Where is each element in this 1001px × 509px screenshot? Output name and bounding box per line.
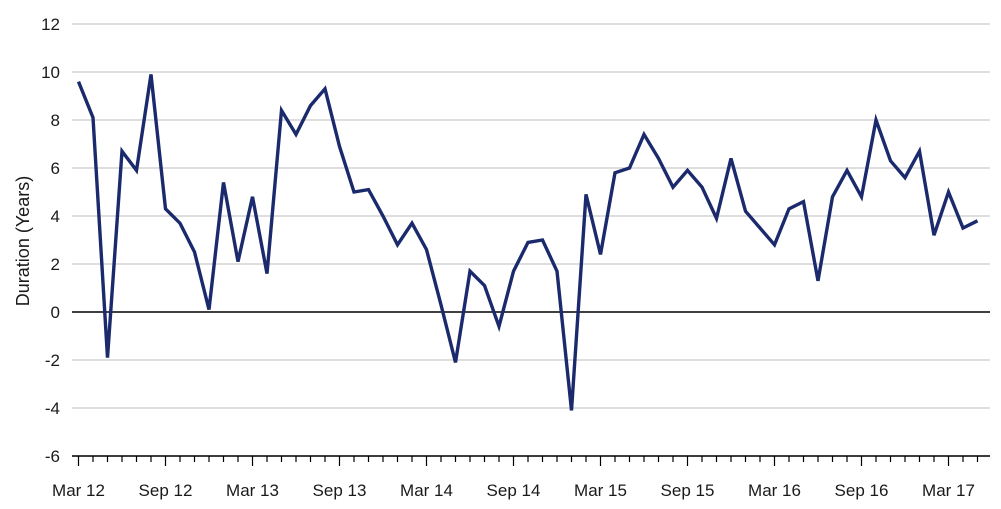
gridlines xyxy=(72,23,990,457)
y-tick-label: 8 xyxy=(51,111,60,130)
x-tick-label: Mar 14 xyxy=(400,481,453,500)
x-axis: Mar 12 Sep 12 Mar 13 Sep 13 Mar 14 Sep 14 Mar … xyxy=(52,455,990,500)
x-tick-label: Mar 15 xyxy=(574,481,627,500)
y-tick-label: 6 xyxy=(51,159,60,178)
x-tick-label: Mar 13 xyxy=(226,481,279,500)
y-tick-label: 2 xyxy=(51,255,60,274)
y-tick-label: 12 xyxy=(41,15,60,34)
x-tick-label: Mar 12 xyxy=(52,481,105,500)
y-tick-label: 10 xyxy=(41,63,60,82)
y-axis-title: Duration (Years) xyxy=(13,176,33,306)
y-tick-label: -2 xyxy=(45,351,60,370)
x-tick-label: Sep 13 xyxy=(313,481,367,500)
x-tick-label: Mar 17 xyxy=(922,481,975,500)
y-axis-tick-labels: -6 -4 -2 0 2 4 6 8 10 12 xyxy=(41,15,60,466)
x-tick-label: Sep 15 xyxy=(661,481,715,500)
y-tick-label: -6 xyxy=(45,447,60,466)
x-tick-label: Sep 12 xyxy=(139,481,193,500)
x-tick-label: Sep 16 xyxy=(835,481,889,500)
series-layer xyxy=(76,74,979,411)
series-line xyxy=(76,74,979,411)
x-tick-label: Mar 16 xyxy=(748,481,801,500)
x-tick-label: Sep 14 xyxy=(487,481,541,500)
y-tick-label: -4 xyxy=(45,399,60,418)
y-tick-label: 0 xyxy=(51,303,60,322)
y-tick-label: 4 xyxy=(51,207,60,226)
